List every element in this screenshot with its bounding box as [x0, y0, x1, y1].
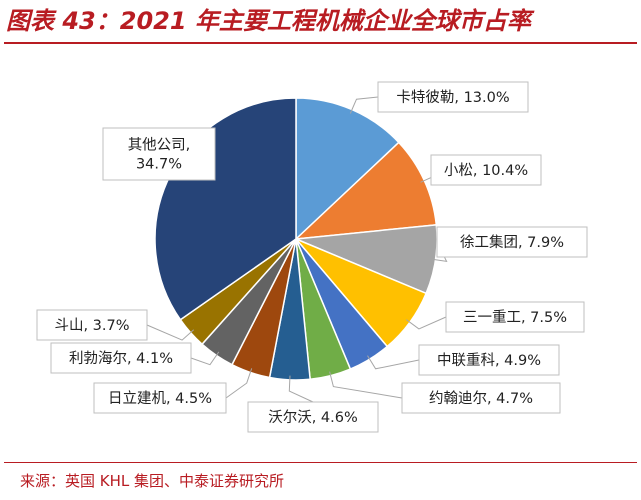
slice-label-box [436, 226, 588, 258]
pie-slices [154, 97, 438, 381]
leader-line [225, 368, 253, 399]
leader-line [367, 355, 420, 370]
title-divider [4, 42, 637, 44]
chart-title: 图表 43：2021 年主要工程机械企业全球市占率 [6, 7, 531, 35]
slice-label: 卡特彼勒, 13.0% [396, 89, 509, 106]
slice-label: 徐工集团, 7.9% [460, 234, 564, 251]
slice-label-box [36, 309, 148, 341]
slice-label: 小松, 10.4% [444, 162, 528, 179]
slice-label-box [247, 401, 379, 433]
slice-label: 利勃海尔, 4.1% [69, 350, 173, 367]
slice-label: 沃尔沃, 4.6% [268, 409, 358, 426]
leader-line [349, 96, 379, 114]
source-divider [4, 462, 637, 463]
slice-label-box [377, 81, 529, 113]
slice-labels: 卡特彼勒, 13.0% 小松, 10.4% 徐工集团, 7.9% 三一重工, 7.5%… [36, 81, 588, 433]
leader-line [329, 371, 403, 399]
slice-label-box [401, 382, 561, 414]
slice-label: 其他公司, [128, 137, 191, 154]
slice-label: 三一重工, 7.5% [463, 309, 567, 326]
slice-label: 34.7% [136, 157, 182, 173]
leader-line [288, 375, 314, 403]
slice-label-box [430, 154, 542, 186]
slice-label-box [102, 127, 216, 181]
slice-label: 约翰迪尔, 4.7% [429, 390, 533, 407]
leader-line [406, 316, 447, 330]
slice-label-box [93, 382, 227, 414]
slice-label: 日立建机, 4.5% [108, 390, 212, 407]
pie-chart: 卡特彼勒, 13.0% 小松, 10.4% 徐工集团, 7.9% 三一重工, 7.5%… [36, 81, 588, 433]
slice-label-box [50, 342, 192, 374]
slice-label: 斗山, 3.7% [54, 317, 129, 334]
leader-line [146, 324, 195, 341]
slice-label-box [445, 301, 585, 333]
slice-label-box [418, 344, 560, 376]
leader-line [190, 351, 220, 366]
slice-label: 中联重科, 4.9% [437, 352, 541, 369]
source-note: 来源：英国 KHL 集团、中泰证券研究所 [20, 472, 285, 490]
